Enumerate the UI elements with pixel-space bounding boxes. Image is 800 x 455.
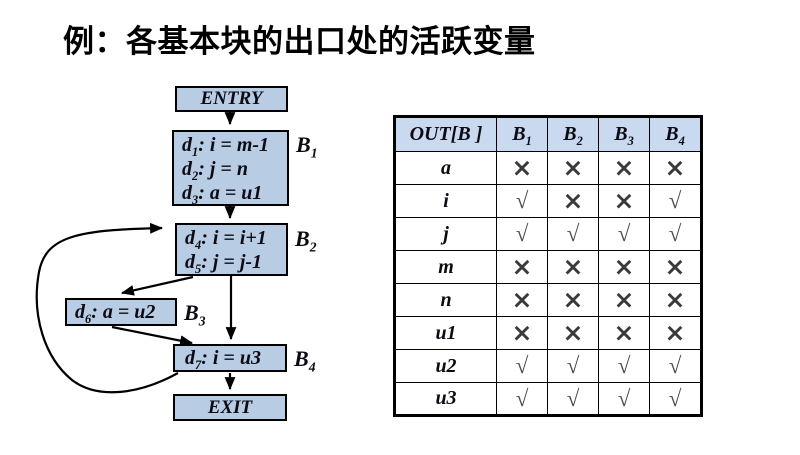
node-b1: d1: i = m-1 d2: j = n d3: a = u1 <box>172 130 289 206</box>
mark-cell: × <box>562 186 584 215</box>
row-label: u3 <box>394 382 497 416</box>
statement-d6: d6: a = u2 <box>75 301 156 326</box>
row-label: u2 <box>394 349 497 383</box>
mark-cell: √ <box>515 353 529 378</box>
mark-cell: × <box>664 153 686 182</box>
header-b1: B1 <box>496 116 548 152</box>
statement-d3: d3: a = u1 <box>182 182 263 207</box>
mark-cell: √ <box>668 353 682 378</box>
statement-d5: d5: j = j-1 <box>185 251 263 276</box>
table-row: a × × × × <box>394 151 702 185</box>
mark-cell: √ <box>515 188 529 213</box>
node-b3: d6: a = u2 <box>65 298 177 326</box>
label-b4: B4 <box>294 346 316 375</box>
arrow-b2-to-b3 <box>120 275 194 296</box>
table-row: n × × × × <box>394 283 702 317</box>
header-b4: B4 <box>649 116 702 152</box>
statement-d4: d4: i = i+1 <box>185 227 267 252</box>
node-b2: d4: i = i+1 d5: j = j-1 <box>175 223 288 276</box>
mark-cell: √ <box>566 385 580 411</box>
statement-d2: d2: j = n <box>182 158 248 183</box>
mark-cell: √ <box>617 221 631 246</box>
table-row: i √ × × √ <box>394 184 702 218</box>
page-title: 例：各基本块的出口处的活跃变量 <box>63 24 536 59</box>
mark-cell: × <box>562 153 584 182</box>
mark-cell: × <box>613 252 635 281</box>
mark-cell: √ <box>668 221 682 246</box>
mark-cell: × <box>613 318 635 347</box>
label-b2: B2 <box>295 226 317 255</box>
mark-cell: × <box>562 318 584 347</box>
mark-cell: × <box>613 285 635 314</box>
mark-cell: × <box>562 285 584 314</box>
row-label: i <box>394 184 497 218</box>
mark-cell: √ <box>617 385 631 411</box>
mark-cell: √ <box>668 188 682 213</box>
mark-cell: √ <box>617 353 631 378</box>
statement-d7: d7: i = u3 <box>185 347 261 372</box>
row-label: a <box>394 151 497 185</box>
mark-cell: √ <box>515 221 529 246</box>
mark-cell: × <box>511 318 533 347</box>
exit-label: EXIT <box>207 396 253 418</box>
mark-cell: √ <box>566 353 580 378</box>
out-table: OUT[B ] B1 B2 B3 B4 a × × × × i √ × × √ <box>393 115 703 417</box>
header-b2: B2 <box>547 116 599 152</box>
label-b1: B1 <box>296 132 318 161</box>
row-label: m <box>394 250 497 284</box>
table-row: j √ √ √ √ <box>394 217 702 251</box>
mark-cell: × <box>664 252 686 281</box>
row-label: j <box>394 217 497 251</box>
table-row: m × × × × <box>394 250 702 284</box>
mark-cell: × <box>511 252 533 281</box>
table-row: u1 × × × × <box>394 316 702 350</box>
node-entry: ENTRY <box>175 86 288 112</box>
header-b3: B3 <box>598 116 650 152</box>
node-exit: EXIT <box>173 394 287 421</box>
table-row: u3 √ √ √ √ <box>394 382 702 416</box>
mark-cell: × <box>613 153 635 182</box>
table-header-row: OUT[B ] B1 B2 B3 B4 <box>394 116 702 152</box>
row-label: u1 <box>394 316 497 350</box>
mark-cell: × <box>664 285 686 314</box>
mark-cell: √ <box>668 385 682 411</box>
mark-cell: × <box>613 186 635 215</box>
row-label: n <box>394 283 497 317</box>
node-b4: d7: i = u3 <box>173 344 287 372</box>
statement-d1: d1: i = m-1 <box>182 134 270 159</box>
header-outb: OUT[B ] <box>394 116 497 152</box>
mark-cell: × <box>511 153 533 182</box>
mark-cell: × <box>562 252 584 281</box>
mark-cell: × <box>664 318 686 347</box>
label-b3: B3 <box>184 300 206 329</box>
arrow-b3-to-b4 <box>111 325 194 346</box>
entry-label: ENTRY <box>200 88 263 109</box>
mark-cell: √ <box>566 221 580 246</box>
table-row: u2 √ √ √ √ <box>394 349 702 383</box>
mark-cell: √ <box>515 385 529 411</box>
mark-cell: × <box>511 285 533 314</box>
